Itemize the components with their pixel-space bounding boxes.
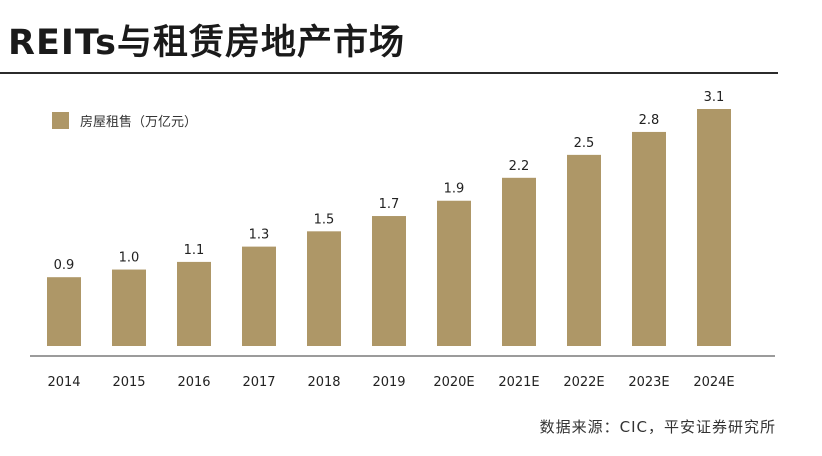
bar-2021E	[502, 177, 536, 346]
bar-2019	[372, 216, 406, 346]
x-tick-label: 2016	[177, 375, 210, 390]
bar-value-label: 1.9	[444, 182, 465, 197]
bar-value-label: 1.5	[314, 212, 335, 227]
bar-2015	[112, 269, 146, 346]
bar-value-label: 3.1	[704, 90, 725, 105]
bar-2020E	[437, 200, 471, 346]
x-tick-label: 2017	[242, 375, 275, 390]
chart-legend: 房屋租售（万亿元）	[52, 112, 197, 130]
bar-value-label: 2.8	[639, 113, 660, 128]
source-note: 数据来源：CIC，平安证券研究所	[539, 418, 776, 436]
bar-2014	[47, 277, 81, 346]
x-tick-label: 2018	[307, 375, 340, 390]
bar-2024E	[697, 109, 731, 346]
x-tick-label: 2024E	[693, 375, 734, 390]
bar-2023E	[632, 131, 666, 346]
bar-2016	[177, 261, 211, 346]
x-tick-labels-group: 2014 2015 2016 2017 2018 2019 2020E 2021E 2022E 2…	[47, 375, 734, 390]
bar-2018	[307, 231, 341, 346]
page-title: REITs与租赁房地产市场	[8, 23, 405, 63]
bar-value-label: 2.5	[574, 136, 595, 151]
bar-value-label: 2.2	[509, 159, 530, 174]
bar-value-label: 1.7	[379, 197, 400, 212]
bars-group	[47, 109, 731, 346]
legend-swatch	[52, 112, 69, 129]
x-tick-label: 2020E	[433, 375, 474, 390]
x-tick-label: 2023E	[628, 375, 669, 390]
x-tick-label: 2021E	[498, 375, 539, 390]
x-tick-label: 2015	[112, 375, 145, 390]
bar-2017	[242, 246, 276, 346]
bar-value-label: 1.1	[184, 243, 205, 258]
bar-value-label: 1.3	[249, 228, 270, 243]
x-tick-label: 2014	[47, 375, 80, 390]
bar-value-label: 1.0	[119, 251, 140, 266]
x-tick-label: 2019	[372, 375, 405, 390]
x-tick-label: 2022E	[563, 375, 604, 390]
bar-2022E	[567, 154, 601, 346]
bar-value-label: 0.9	[54, 258, 75, 273]
legend-label: 房屋租售（万亿元）	[80, 114, 197, 130]
value-labels-group: 0.9 1.0 1.1 1.3 1.5 1.7 1.9 2.2 2.5 2.8 3.1	[54, 90, 725, 273]
title-divider	[0, 72, 778, 74]
